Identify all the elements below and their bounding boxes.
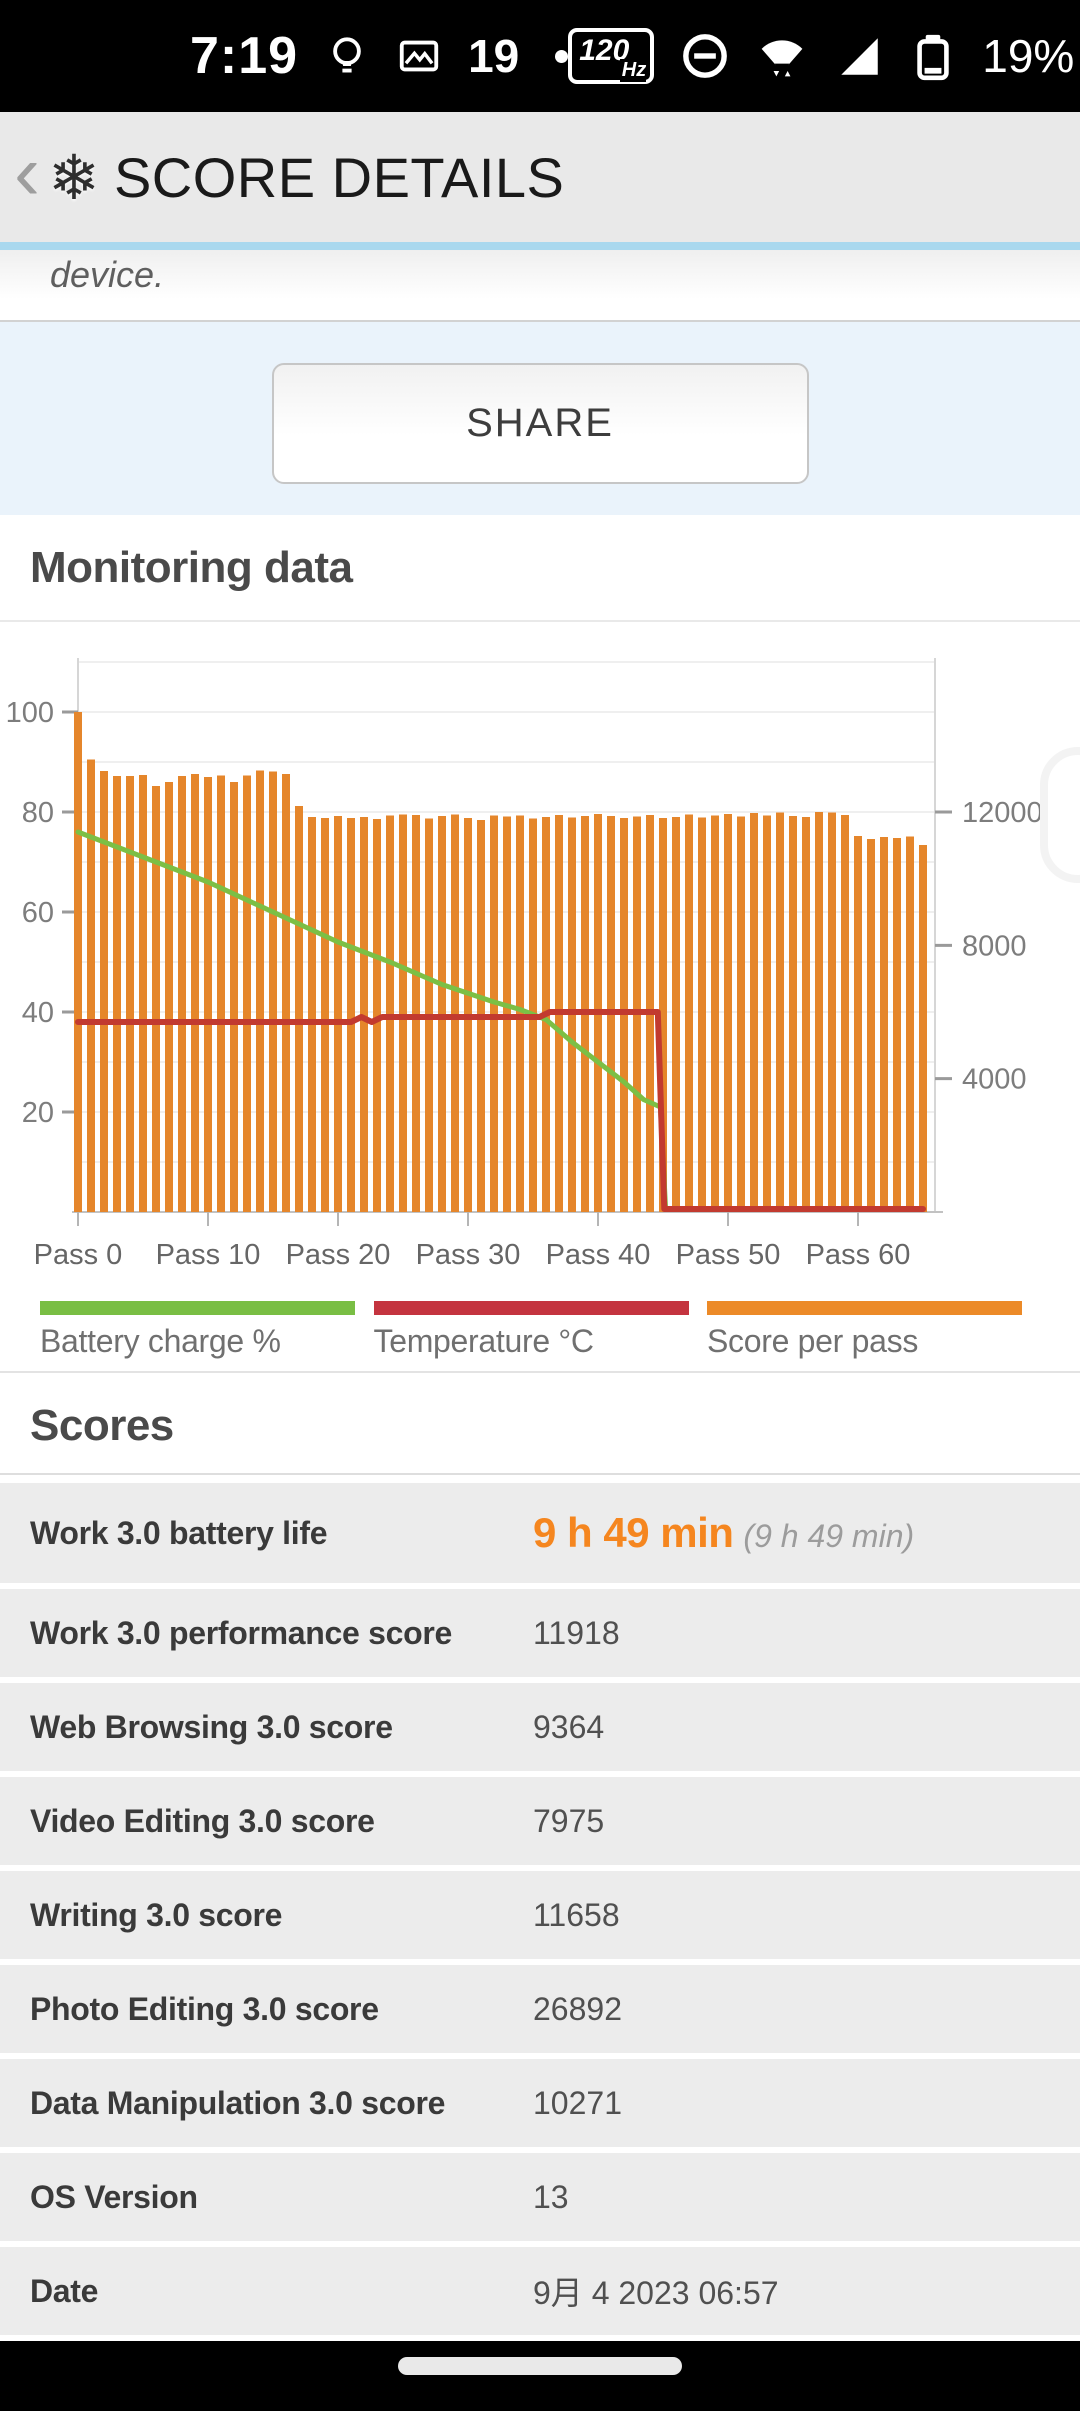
svg-text:40: 40 [22,997,54,1029]
row-value: 11658 [533,1896,620,1933]
svg-text:Pass 60: Pass 60 [806,1239,911,1271]
legend-swatch [40,1301,355,1315]
row-label: Video Editing 3.0 score [30,1802,375,1839]
lightbulb-icon [333,37,361,73]
monitoring-chart: 20 40 60 80 100 4000 8000 12000 Pass 0 Pass 10 Pas… [6,658,1043,1271]
wifi-icon [761,40,803,77]
svg-text:80: 80 [22,797,54,829]
table-row: Date 9月 4 2023 06:57 [0,2247,1080,2335]
svg-text:20: 20 [22,1097,54,1129]
legend-item: Temperature °C [373,1301,689,1371]
intro-text-strip: device. [0,250,1080,322]
legend-label: Temperature °C [373,1323,595,1359]
row-label: Date [30,2272,99,2309]
svg-text:Pass 40: Pass 40 [546,1239,651,1271]
svg-text:Pass 30: Pass 30 [416,1239,521,1271]
notification-count: 19 [468,30,520,82]
legend-item: Battery charge % [40,1301,355,1371]
scores-card: Scores Work 3.0 battery life 9 h 49 min (9… [0,1379,1080,2335]
row-label: OS Version [30,2178,198,2215]
row-value: 13 [533,2178,569,2215]
scores-title-row: Scores [0,1379,1080,1475]
snowflake-logo-icon: ❄ [47,143,100,213]
home-indicator-pill[interactable] [398,2357,682,2375]
do-not-disturb-icon [683,34,728,78]
overscroll-indicator [1040,747,1080,883]
legend-label: Battery charge % [40,1323,281,1359]
row-label: Photo Editing 3.0 score [30,1990,379,2027]
svg-text:Pass 0: Pass 0 [34,1239,123,1271]
svg-text:12000: 12000 [962,797,1043,829]
row-label: Data Manipulation 3.0 score [30,2084,446,2121]
row-value: 9月 4 2023 06:57 [533,2275,779,2311]
battery-life-note: (9 h 49 min) [743,1518,915,1554]
status-bar: 7:19 19 120 Hz [0,0,1080,112]
gesture-nav-bar [0,2341,1080,2411]
svg-text:Pass 50: Pass 50 [676,1239,781,1271]
share-button[interactable]: SHARE [271,363,809,484]
scores-table: Work 3.0 battery life 9 h 49 min (9 h 49 m… [0,1475,1080,2335]
monitoring-title-row: Monitoring data [0,515,1080,622]
row-value: 26892 [533,1990,622,2027]
photo-icon [399,40,439,72]
battery-icon [917,34,949,81]
refresh-rate-badge: 120 Hz [568,28,655,84]
monitoring-card: Monitoring data 20 40 60 80 100 4000 8000 12000… [0,515,1080,1373]
cellular-signal-icon [841,38,878,75]
page-title: SCORE DETAILS [113,145,565,209]
row-label: Writing 3.0 score [30,1896,283,1933]
table-row: Work 3.0 battery life 9 h 49 min (9 h 49 m… [0,1483,1080,1583]
monitoring-chart-area: 20 40 60 80 100 4000 8000 12000 Pass 0 Pass 10 Pas… [0,622,1080,1287]
legend-swatch [373,1301,689,1315]
app-header: ‹ ❄ SCORE DETAILS [0,112,1080,242]
table-row: Video Editing 3.0 score 7975 [0,1777,1080,1865]
svg-text:Pass 20: Pass 20 [286,1239,391,1271]
share-section: SHARE [0,322,1080,515]
scores-title: Scores [30,1401,174,1450]
table-row: Data Manipulation 3.0 score 10271 [0,2059,1080,2147]
header-accent-divider [0,242,1080,250]
battery-percent: 19% [982,30,1075,82]
row-value: 10271 [533,2084,622,2121]
svg-text:8000: 8000 [962,930,1027,962]
more-notifications-dot [555,49,569,63]
card-gap [0,1373,1080,1379]
row-label: Work 3.0 performance score [30,1614,453,1651]
row-value: 11918 [533,1614,620,1651]
legend-item: Score per pass [707,1301,1022,1371]
intro-partial-text: device. [50,254,165,295]
table-row: OS Version 13 [0,2153,1080,2241]
table-row: Writing 3.0 score 11658 [0,1871,1080,1959]
row-label: Web Browsing 3.0 score [30,1708,393,1745]
svg-text:60: 60 [22,897,54,929]
legend-swatch [707,1301,1022,1315]
table-row: Work 3.0 performance score 11918 [0,1589,1080,1677]
table-row: Web Browsing 3.0 score 9364 [0,1683,1080,1771]
row-label: Work 3.0 battery life [30,1514,328,1551]
battery-life-value: 9 h 49 min [533,1509,734,1556]
monitoring-title: Monitoring data [30,542,353,592]
chart-legend: Battery charge % Temperature °C Score per … [0,1287,1080,1371]
row-value: 7975 [533,1802,605,1839]
svg-text:Pass 10: Pass 10 [156,1239,261,1271]
row-value: 9 h 49 min (9 h 49 min) [533,1509,914,1557]
svg-text:4000: 4000 [962,1064,1027,1096]
svg-text:100: 100 [6,697,54,729]
clock: 7:19 [190,27,299,85]
legend-label: Score per pass [707,1323,919,1359]
table-row: Photo Editing 3.0 score 26892 [0,1965,1080,2053]
row-value: 9364 [533,1708,605,1745]
